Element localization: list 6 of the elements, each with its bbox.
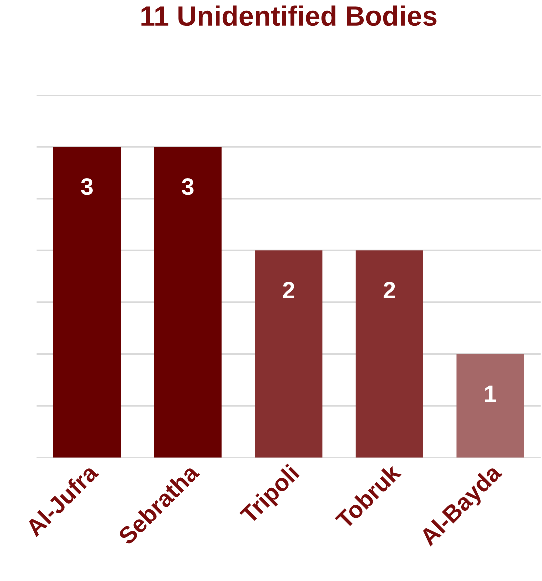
data-label: 1 [485,386,496,402]
chart-title: 11 Unidentified Bodies [142,6,437,26]
data-label: 3 [182,178,194,196]
data-label: 2 [384,282,396,299]
data-label: 3 [81,178,93,196]
data-label: 2 [283,282,295,299]
